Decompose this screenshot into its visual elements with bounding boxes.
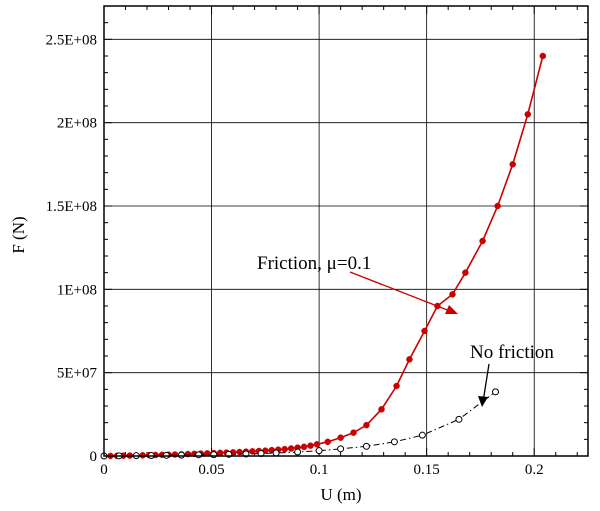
data-point xyxy=(236,448,243,456)
data-point xyxy=(177,451,185,459)
data-point xyxy=(494,202,501,210)
data-point xyxy=(337,434,344,441)
annotation-friction-label: Friction, μ=0.1 xyxy=(257,253,371,274)
tick-labels: 0 0.05 0.1 0.15 0.2 0 5E+07 1E+08 1.5E+08 2E+08 2.… xyxy=(46,32,544,478)
y-tick-label: 1E+08 xyxy=(57,282,97,298)
y-axis-label: F (N) xyxy=(9,216,28,253)
data-point xyxy=(393,382,400,390)
data-point xyxy=(350,429,357,436)
data-point xyxy=(249,448,256,455)
x-tick-label: 0 xyxy=(100,462,108,478)
data-point xyxy=(509,161,516,168)
y-tick-label: 2.5E+08 xyxy=(46,32,97,48)
data-point xyxy=(315,447,323,455)
annotation-friction-arrowhead xyxy=(445,305,458,314)
grid-lines xyxy=(104,6,588,456)
data-point xyxy=(300,443,308,451)
data-point xyxy=(210,451,218,459)
data-point xyxy=(539,52,547,60)
data-point xyxy=(313,441,321,448)
x-tick-label: 0.2 xyxy=(525,462,544,478)
axis-ticks xyxy=(103,5,588,457)
annotation-no-friction-arrowhead xyxy=(478,396,488,407)
annotation-no-friction-label: No friction xyxy=(470,342,554,363)
series-layer xyxy=(100,52,547,460)
data-point xyxy=(418,431,426,439)
data-point xyxy=(390,438,398,446)
data-point xyxy=(272,449,280,457)
data-point xyxy=(337,445,345,453)
y-tick-label: 1.5E+08 xyxy=(46,199,97,215)
annotation-friction: Friction, μ=0.1 xyxy=(257,253,458,314)
data-point xyxy=(294,448,302,456)
y-tick-label: 5E+07 xyxy=(57,366,98,382)
data-point xyxy=(287,445,295,452)
data-point xyxy=(281,445,288,453)
data-point xyxy=(524,111,532,118)
data-point xyxy=(406,356,413,363)
data-point xyxy=(479,237,486,245)
data-point xyxy=(363,421,370,429)
y-tick-label: 0 xyxy=(90,449,98,465)
annotation-no-friction-arrow xyxy=(482,363,490,403)
data-point xyxy=(307,442,314,449)
data-point xyxy=(378,406,385,413)
x-axis-label: U (m) xyxy=(320,485,361,504)
data-point xyxy=(362,442,370,450)
data-point xyxy=(462,269,469,276)
data-point xyxy=(455,415,463,423)
data-point xyxy=(492,388,500,396)
x-tick-label: 0.05 xyxy=(198,462,224,478)
x-tick-label: 0.1 xyxy=(310,462,329,478)
data-point xyxy=(324,438,331,446)
data-point xyxy=(449,291,456,298)
x-tick-label: 0.15 xyxy=(414,462,440,478)
data-point xyxy=(421,327,428,335)
data-point xyxy=(195,451,203,459)
y-tick-label: 2E+08 xyxy=(57,116,97,132)
annotation-no-friction: No friction xyxy=(470,342,554,407)
annotation-friction-arrow xyxy=(349,271,456,314)
plot-frame xyxy=(103,5,589,457)
